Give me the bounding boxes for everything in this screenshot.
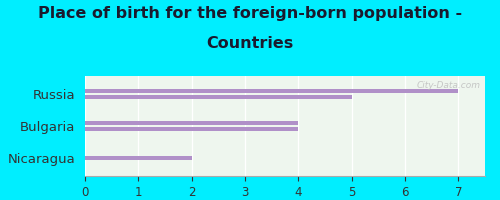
Bar [85, 156, 192, 160]
Text: Countries: Countries [206, 36, 294, 51]
Text: City-Data.com: City-Data.com [417, 81, 481, 90]
Bar [85, 95, 351, 99]
Bar [85, 121, 298, 125]
Bar [85, 89, 458, 93]
Bar [85, 127, 298, 131]
Text: Place of birth for the foreign-born population -: Place of birth for the foreign-born popu… [38, 6, 462, 21]
